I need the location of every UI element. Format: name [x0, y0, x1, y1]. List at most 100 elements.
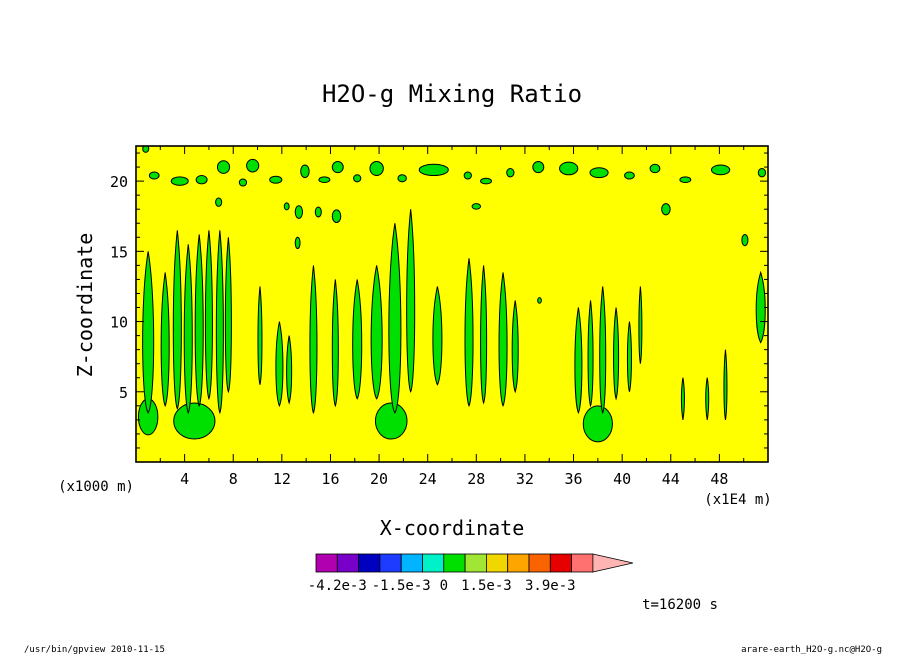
upper-contour-blob — [148, 171, 160, 180]
updraft-plume — [172, 230, 182, 410]
updraft-plume — [599, 286, 607, 415]
upper-contour-blob — [741, 233, 749, 247]
colorbar-cell — [400, 553, 423, 573]
updraft-plume — [352, 279, 363, 400]
upper-contour-blob — [397, 174, 407, 183]
colorbar-cell — [315, 553, 338, 573]
updraft-plume — [204, 230, 213, 401]
footer-right: arare-earth_H2O-g.nc@H2O-g — [741, 645, 882, 654]
colorbar-label: -1.5e-3 — [372, 578, 431, 594]
x-unit-left-label: (x1000 m) — [58, 479, 134, 495]
updraft-plume — [406, 209, 416, 393]
updraft-base — [582, 405, 613, 443]
updraft-plume — [160, 272, 170, 407]
upper-contour-blob — [216, 160, 231, 174]
x-tick-label: 20 — [370, 470, 388, 488]
upper-contour-blob — [369, 160, 384, 176]
x-axis-label: X-coordinate — [380, 516, 525, 540]
x-tick-label: 36 — [565, 470, 583, 488]
upper-contour-blob — [532, 160, 545, 174]
colorbar-cell — [443, 553, 466, 573]
x-unit-right-label: (x1E4 m) — [704, 492, 771, 508]
x-tick-label: 4 — [180, 470, 189, 488]
updraft-plume — [370, 265, 383, 400]
colorbar-cell — [358, 553, 381, 573]
x-tick-label: 48 — [710, 470, 728, 488]
x-tick-label: 16 — [321, 470, 339, 488]
upper-contour-blob — [506, 167, 515, 178]
chart-title: H2O-g Mixing Ratio — [322, 80, 582, 108]
y-tick-label: 5 — [119, 384, 128, 402]
upper-contour-blob — [294, 205, 304, 219]
updraft-plume — [331, 279, 339, 408]
upper-contour-blob — [314, 206, 322, 218]
updraft-plume — [388, 223, 402, 414]
x-tick-label: 8 — [229, 470, 238, 488]
updraft-plume — [587, 300, 594, 408]
upper-contour-blob — [661, 203, 671, 216]
upper-contour-blob — [283, 202, 290, 211]
x-tick-label: 40 — [613, 470, 631, 488]
upper-contour-blob — [537, 297, 542, 304]
colorbar-cell — [422, 553, 445, 573]
upper-contour-blob — [710, 164, 731, 176]
updraft-plume — [464, 258, 474, 407]
upper-contour-blob — [463, 171, 472, 180]
x-tick-label: 44 — [662, 470, 680, 488]
updraft-plume — [626, 321, 632, 392]
updraft-plume — [574, 307, 583, 415]
upper-contour-blob — [757, 167, 767, 178]
colorbar-label: -4.2e-3 — [308, 578, 367, 594]
y-tick-label: 20 — [110, 173, 128, 191]
upper-contour-blob — [418, 163, 449, 176]
updraft-plume — [723, 349, 728, 420]
plot-background — [136, 146, 768, 462]
upper-contour-blob — [246, 158, 260, 173]
upper-contour-blob — [480, 177, 492, 185]
updraft-plume — [194, 234, 204, 407]
colorbar-cell — [336, 553, 359, 573]
updraft-plume — [680, 377, 685, 420]
y-axis-label: Z-coordinate — [73, 233, 97, 378]
upper-contour-blob — [318, 176, 331, 184]
footer-left: /usr/bin/gpview 2010-11-15 — [24, 645, 165, 654]
x-tick-label: 32 — [516, 470, 534, 488]
y-tick-label: 10 — [110, 314, 128, 332]
upper-contour-blob — [471, 203, 482, 210]
x-tick-label: 24 — [419, 470, 437, 488]
colorbar-cell — [379, 553, 402, 573]
time-label: t=16200 s — [642, 597, 718, 613]
colorbar-cell — [464, 553, 487, 573]
colorbar-cell — [571, 553, 594, 573]
contour-fill-layer — [137, 146, 767, 443]
upper-contour-blob — [300, 164, 310, 179]
colorbar-extension-arrow — [592, 553, 633, 573]
upper-contour-blob — [589, 167, 609, 179]
updraft-plume — [257, 286, 263, 385]
updraft-plume — [480, 265, 488, 405]
upper-contour-blob — [170, 176, 189, 186]
updraft-plume — [755, 270, 766, 344]
updraft-plume — [705, 377, 710, 420]
updraft-plume — [638, 286, 643, 364]
colorbar-cell — [549, 553, 572, 573]
colorbar-label: 0 — [440, 578, 448, 594]
x-tick-label: 12 — [273, 470, 291, 488]
updraft-plume — [215, 230, 224, 415]
upper-contour-blob — [238, 178, 248, 187]
updraft-plume — [498, 272, 508, 407]
colorbar-label: 3.9e-3 — [525, 578, 576, 594]
upper-contour-blob — [269, 175, 283, 184]
updraft-plume — [183, 244, 193, 414]
colorbar-cell — [485, 553, 509, 573]
updraft-plume — [275, 321, 284, 408]
x-tick-label: 28 — [467, 470, 485, 488]
updraft-plume — [286, 335, 293, 405]
upper-contour-blob — [142, 146, 150, 153]
colorbar-cell — [528, 553, 551, 573]
updraft-base — [374, 402, 408, 440]
updraft-plume — [432, 286, 443, 386]
